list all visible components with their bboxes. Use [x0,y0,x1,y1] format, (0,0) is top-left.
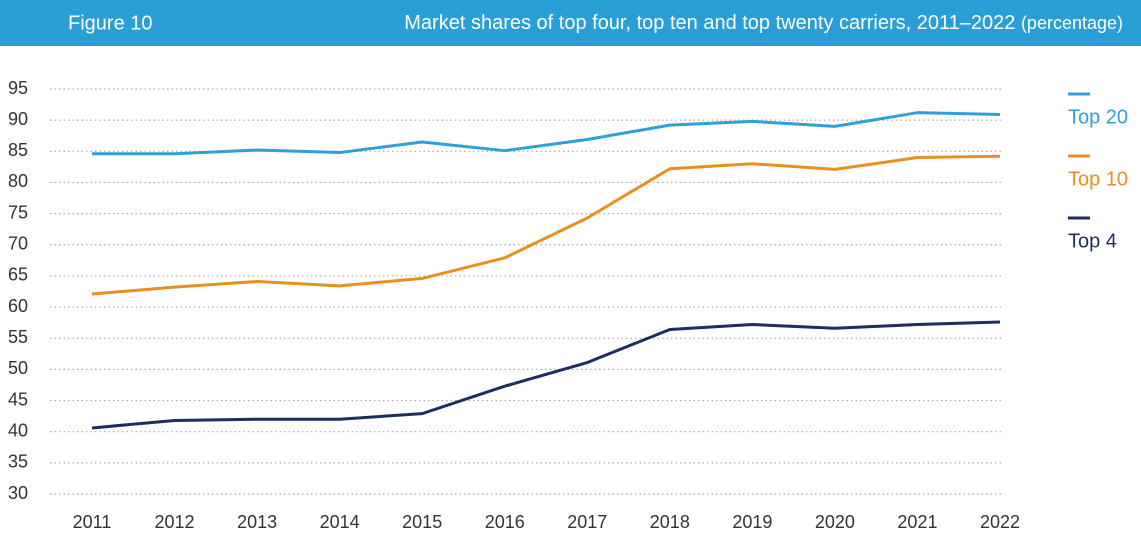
series-line [91,154,1001,296]
y-tick-label: 45 [8,389,28,409]
x-tick-label: 2014 [320,512,360,532]
legend-label: Top 4 [1068,230,1117,252]
y-tick-label: 80 [8,171,28,191]
title-text: Market shares of top four, top ten and t… [404,12,1015,34]
y-tick-label: 75 [8,202,28,222]
unit-text: (percentage) [1021,13,1123,33]
y-tick-label: 55 [8,327,28,347]
x-tick-label: 2020 [815,512,855,532]
figure-label: Figure 10 [68,12,153,34]
y-tick-label: 70 [8,234,28,254]
y-tick-label: 60 [8,296,28,316]
series-line [91,320,1001,430]
x-tick-label: 2015 [402,512,442,532]
y-tick-label: 85 [8,140,28,160]
legend-label: Top 20 [1068,106,1128,128]
legend-label: Top 10 [1068,168,1128,190]
chart-title: Market shares of top four, top ten and t… [404,12,1123,34]
x-tick-label: 2018 [650,512,690,532]
y-tick-label: 30 [8,483,28,503]
y-tick-label: 95 [8,78,28,98]
y-tick-label: 35 [8,452,28,472]
x-tick-label: 2011 [73,512,112,532]
x-tick-label: 2019 [732,512,772,532]
y-tick-label: 90 [8,109,28,129]
x-tick-label: 2022 [980,512,1020,532]
x-tick-label: 2012 [155,512,195,532]
x-tick-label: 2016 [485,512,525,532]
y-tick-label: 40 [8,420,28,440]
series-line [92,111,1001,156]
y-tick-label: 50 [8,358,28,378]
x-tick-label: 2021 [897,512,937,532]
y-tick-label: 65 [8,265,28,285]
header-bar [0,0,1141,46]
x-tick-label: 2017 [567,512,607,532]
x-tick-label: 2013 [237,512,277,532]
